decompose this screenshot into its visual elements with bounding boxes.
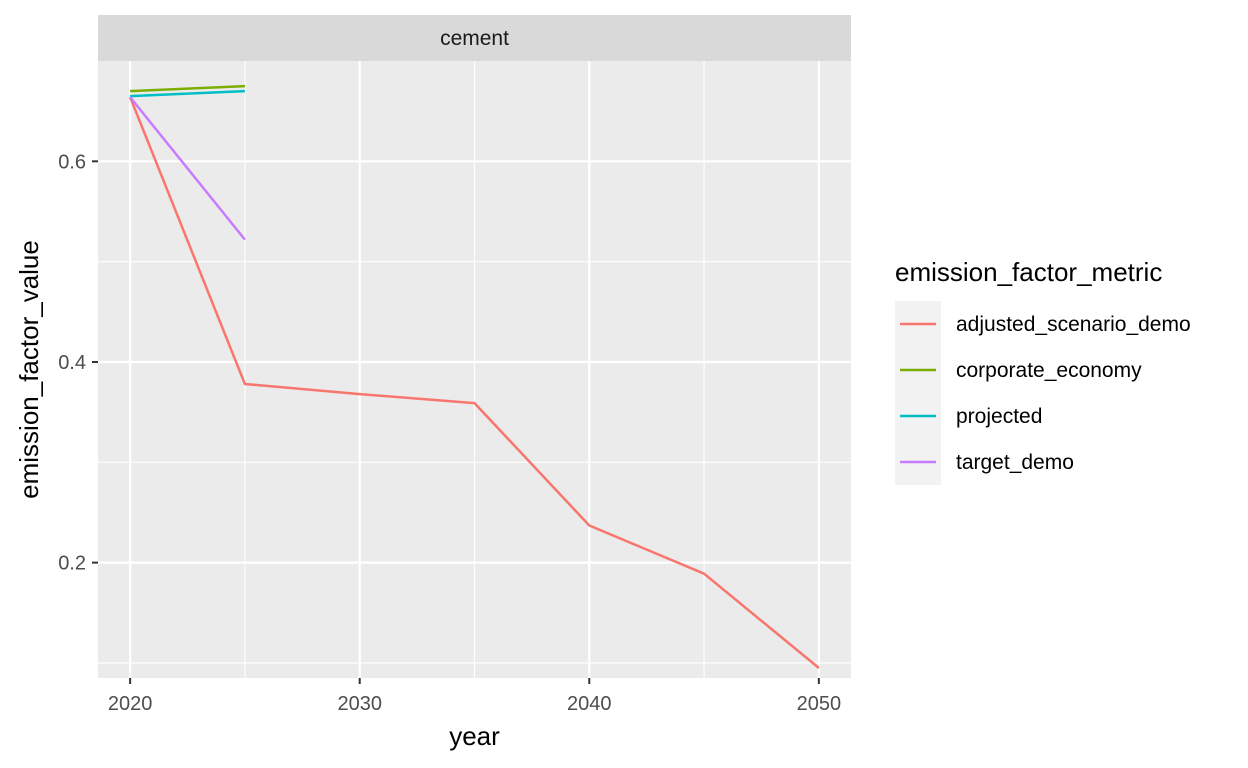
x-tick-label: 2020 [108, 693, 153, 715]
y-axis: 0.2 0.4 0.6 [58, 151, 98, 575]
y-tick-label: 0.4 [58, 352, 86, 374]
series-line-corporate-economy [130, 84, 245, 93]
legend-label: adjusted_scenario_demo [956, 313, 1191, 336]
x-tick-label: 2030 [337, 693, 382, 715]
y-axis-title: emission_factor_value [14, 240, 44, 499]
x-axis-title: year [449, 721, 500, 751]
y-tick-label: 0.6 [58, 151, 86, 173]
series-line-target-demo [129, 96, 246, 241]
legend-title: emission_factor_metric [895, 257, 1162, 287]
y-tick-label: 0.2 [58, 553, 86, 575]
legend-label: target_demo [956, 451, 1074, 474]
legend: emission_factor_metric adjusted_scenario… [895, 257, 1191, 485]
facet-label: cement [440, 27, 509, 50]
x-tick-label: 2040 [567, 693, 612, 715]
legend-label: corporate_economy [956, 359, 1142, 382]
facet-strip [98, 15, 851, 61]
series-line-projected [130, 89, 245, 98]
legend-items: adjusted_scenario_demo corporate_economyp… [895, 301, 1191, 485]
x-axis: 2020 2030 2040 2050 [108, 678, 841, 715]
legend-label: projected [956, 405, 1042, 428]
x-tick-label: 2050 [797, 693, 842, 715]
series-line-adjusted-scenario-demo [128, 96, 820, 669]
major-gridlines [98, 61, 851, 678]
series-lines [128, 84, 820, 669]
